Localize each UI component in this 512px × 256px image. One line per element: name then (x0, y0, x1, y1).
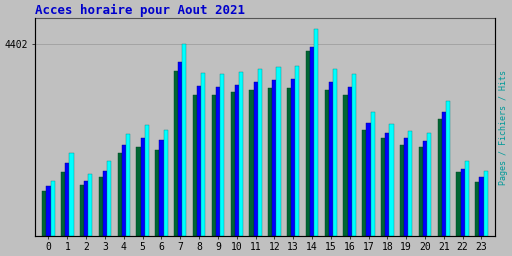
Bar (276, 67, 281, 236)
Bar (390, 124, 394, 236)
Bar (258, 69, 262, 236)
Bar (310, 47, 314, 236)
Bar (348, 87, 352, 236)
Bar (197, 86, 201, 236)
Bar (314, 29, 318, 236)
Bar (344, 95, 348, 236)
Bar (461, 169, 465, 236)
Bar (427, 133, 431, 236)
Y-axis label: Pages / Fichiers / Hits: Pages / Fichiers / Hits (499, 70, 508, 185)
Bar (201, 73, 205, 236)
Bar (51, 180, 55, 236)
Bar (84, 180, 88, 236)
Bar (404, 138, 408, 236)
Bar (80, 185, 84, 236)
Text: Acces horaire pour Aout 2021: Acces horaire pour Aout 2021 (35, 4, 245, 17)
Bar (438, 119, 442, 236)
Bar (465, 161, 469, 236)
Bar (99, 177, 103, 236)
Bar (253, 82, 258, 236)
Bar (291, 79, 295, 236)
Bar (163, 130, 167, 236)
Bar (103, 171, 107, 236)
Bar (329, 82, 333, 236)
Bar (178, 62, 182, 236)
Bar (479, 177, 483, 236)
Bar (306, 51, 310, 236)
Bar (211, 95, 216, 236)
Bar (475, 182, 479, 236)
Bar (446, 101, 450, 236)
Bar (61, 172, 65, 236)
Bar (216, 87, 220, 236)
Bar (457, 172, 461, 236)
Bar (352, 74, 356, 236)
Bar (65, 163, 70, 236)
Bar (483, 171, 488, 236)
Bar (159, 141, 163, 236)
Bar (141, 138, 145, 236)
Bar (234, 85, 239, 236)
Bar (182, 44, 186, 236)
Bar (295, 66, 300, 236)
Bar (325, 90, 329, 236)
Bar (272, 80, 276, 236)
Bar (419, 147, 423, 236)
Bar (42, 190, 47, 236)
Bar (423, 141, 427, 236)
Bar (400, 145, 404, 236)
Bar (371, 112, 375, 236)
Bar (386, 133, 390, 236)
Bar (145, 125, 149, 236)
Bar (333, 69, 337, 236)
Bar (136, 147, 141, 236)
Bar (126, 134, 130, 236)
Bar (249, 90, 253, 236)
Bar (155, 150, 159, 236)
Bar (193, 95, 197, 236)
Bar (239, 72, 243, 236)
Bar (118, 154, 122, 236)
Bar (220, 74, 224, 236)
Bar (362, 130, 367, 236)
Bar (107, 161, 111, 236)
Bar (122, 145, 126, 236)
Bar (268, 88, 272, 236)
Bar (230, 92, 234, 236)
Bar (442, 112, 446, 236)
Bar (174, 71, 178, 236)
Bar (47, 186, 51, 236)
Bar (88, 174, 92, 236)
Bar (287, 88, 291, 236)
Bar (381, 138, 386, 236)
Bar (367, 123, 371, 236)
Bar (70, 154, 74, 236)
Bar (408, 131, 412, 236)
